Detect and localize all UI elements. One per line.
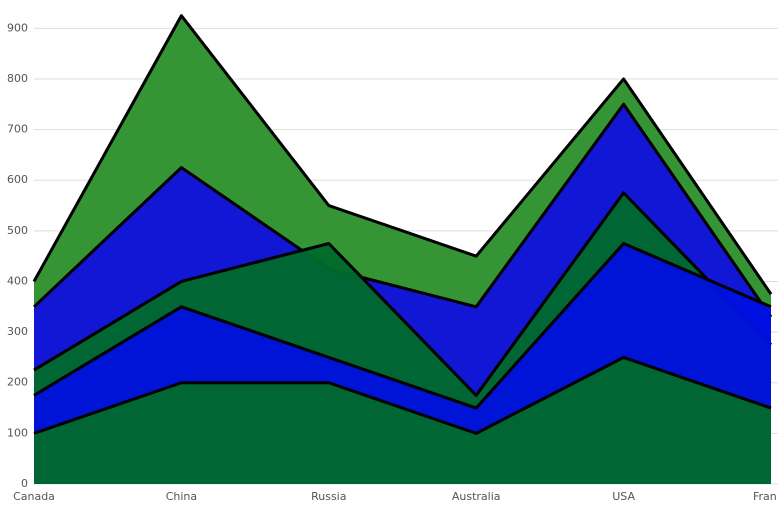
y-tick-label: 200 (7, 376, 28, 389)
area (34, 357, 771, 484)
y-tick-label: 600 (7, 173, 28, 186)
x-tick-label: Fran (753, 490, 777, 503)
y-tick-label: 300 (7, 325, 28, 338)
area-line (32, 102, 773, 318)
x-tick-label: Russia (311, 490, 346, 503)
area-line (33, 355, 772, 435)
area-line (33, 191, 773, 397)
area-line (33, 242, 772, 410)
y-tick-label: 800 (7, 72, 28, 85)
x-tick-label: Canada (13, 490, 55, 503)
y-tick-label: 0 (21, 477, 28, 490)
x-tick-label: China (166, 490, 197, 503)
y-tick-label: 500 (7, 224, 28, 237)
x-tick-label: USA (612, 490, 635, 503)
y-tick-label: 100 (7, 426, 28, 439)
x-tick-label: Australia (452, 490, 501, 503)
y-tick-label: 400 (7, 274, 28, 287)
y-tick-label: 900 (7, 21, 28, 34)
y-tick-label: 700 (7, 123, 28, 136)
area-line (32, 14, 773, 295)
